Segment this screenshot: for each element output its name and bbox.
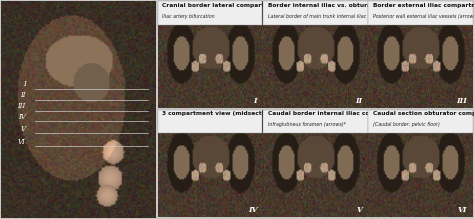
Text: IV: IV bbox=[248, 206, 257, 214]
Text: III: III bbox=[456, 97, 467, 105]
Text: V: V bbox=[356, 206, 362, 214]
Text: II: II bbox=[355, 97, 362, 105]
Text: II: II bbox=[20, 91, 26, 99]
Text: Iliac artery bifurcation: Iliac artery bifurcation bbox=[163, 14, 215, 19]
FancyBboxPatch shape bbox=[158, 110, 263, 133]
Text: Border external iliac compartment:: Border external iliac compartment: bbox=[373, 3, 474, 8]
FancyBboxPatch shape bbox=[368, 110, 473, 133]
Text: Caudal border internal iliac compartment:: Caudal border internal iliac compartment… bbox=[267, 111, 409, 116]
Text: Infraglutineus foramen (arrows)*: Infraglutineus foramen (arrows)* bbox=[267, 122, 346, 127]
FancyBboxPatch shape bbox=[158, 1, 263, 25]
Text: 3 compartment view (midsection): 3 compartment view (midsection) bbox=[163, 111, 275, 116]
FancyBboxPatch shape bbox=[368, 1, 473, 25]
Text: Caudal section obturator compartment:: Caudal section obturator compartment: bbox=[373, 111, 474, 116]
Text: I: I bbox=[23, 80, 26, 88]
FancyBboxPatch shape bbox=[264, 110, 367, 133]
Text: (Caudal border: pelvic floor): (Caudal border: pelvic floor) bbox=[373, 122, 439, 127]
Text: VI: VI bbox=[458, 206, 467, 214]
Text: V: V bbox=[21, 125, 26, 133]
Text: III: III bbox=[18, 102, 26, 110]
Text: Posterior wall external iliac vessels (arrows): Posterior wall external iliac vessels (a… bbox=[373, 14, 474, 19]
Text: VI: VI bbox=[18, 138, 26, 146]
FancyBboxPatch shape bbox=[264, 1, 367, 25]
Text: Lateral border of main trunk internal iliac vessels (arrows): Lateral border of main trunk internal il… bbox=[267, 14, 406, 19]
Text: I: I bbox=[254, 97, 257, 105]
Text: Border internal iliac vs. obturator:: Border internal iliac vs. obturator: bbox=[267, 3, 383, 8]
Text: Cranial border lateral compartments:: Cranial border lateral compartments: bbox=[163, 3, 288, 8]
Text: IV: IV bbox=[18, 113, 26, 121]
